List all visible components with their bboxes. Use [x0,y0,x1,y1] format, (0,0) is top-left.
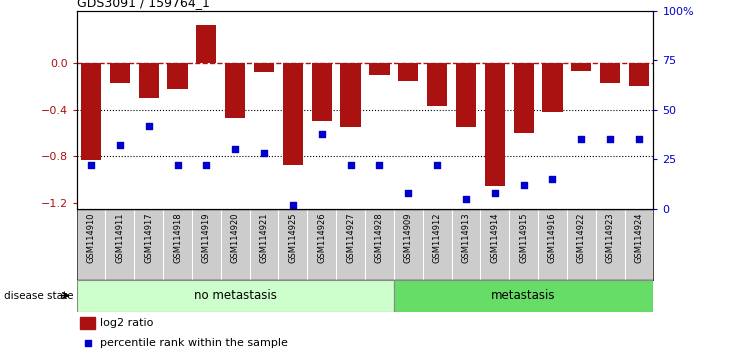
Bar [398,63,418,81]
Point [316,131,328,136]
Bar [369,63,390,75]
Bar [110,63,130,83]
Text: GSM114910: GSM114910 [87,212,96,263]
Bar [571,63,591,71]
Bar [456,63,476,127]
Point [604,137,616,142]
Bar [254,63,274,73]
Bar [485,63,505,185]
Text: GSM114925: GSM114925 [288,212,297,263]
Text: metastasis: metastasis [491,289,556,302]
Text: GSM114918: GSM114918 [173,212,182,263]
Text: GSM114927: GSM114927 [346,212,355,263]
Bar [225,63,245,118]
Text: percentile rank within the sample: percentile rank within the sample [101,338,288,348]
Bar [629,63,649,86]
Point [460,196,472,202]
Point [143,123,155,129]
Point [172,162,183,168]
Text: GSM114922: GSM114922 [577,212,585,263]
Point [489,190,501,196]
Bar [283,63,303,165]
Text: GSM114911: GSM114911 [115,212,124,263]
Bar [513,63,534,133]
Bar [196,25,217,63]
Point [575,137,587,142]
Text: GSM114924: GSM114924 [634,212,643,263]
Bar [394,280,653,312]
Point [353,233,364,239]
Text: GSM114928: GSM114928 [375,212,384,263]
Point [258,150,270,156]
Text: GSM114920: GSM114920 [231,212,239,263]
Point [374,162,385,168]
Point [518,182,529,188]
Bar [600,63,620,83]
Point [633,137,645,142]
Text: GSM114916: GSM114916 [548,212,557,263]
Text: GSM114914: GSM114914 [491,212,499,263]
Text: GSM114926: GSM114926 [318,212,326,263]
Point [345,162,356,168]
Text: GSM114921: GSM114921 [260,212,269,263]
Bar [139,63,159,98]
Text: GSM114915: GSM114915 [519,212,528,263]
Point [402,190,414,196]
Point [431,162,443,168]
Point [287,202,299,208]
Bar [167,63,188,89]
Text: GSM114919: GSM114919 [202,212,211,263]
Bar [340,63,361,127]
Point [201,162,212,168]
Bar [81,63,101,160]
Point [229,147,241,152]
Bar [427,63,447,106]
Text: GDS3091 / 159764_1: GDS3091 / 159764_1 [77,0,210,10]
Bar [312,63,332,121]
Text: GSM114923: GSM114923 [606,212,615,263]
Text: GSM114917: GSM114917 [145,212,153,263]
Bar [542,63,563,112]
Text: GSM114913: GSM114913 [461,212,470,263]
Bar [77,280,394,312]
Text: log2 ratio: log2 ratio [101,318,154,329]
Text: disease state: disease state [4,291,73,301]
Point [547,176,558,182]
Point [114,143,126,148]
Text: no metastasis: no metastasis [193,289,277,302]
Text: GSM114909: GSM114909 [404,212,412,263]
Bar [80,316,95,329]
Point [85,162,97,168]
Text: GSM114912: GSM114912 [433,212,442,263]
